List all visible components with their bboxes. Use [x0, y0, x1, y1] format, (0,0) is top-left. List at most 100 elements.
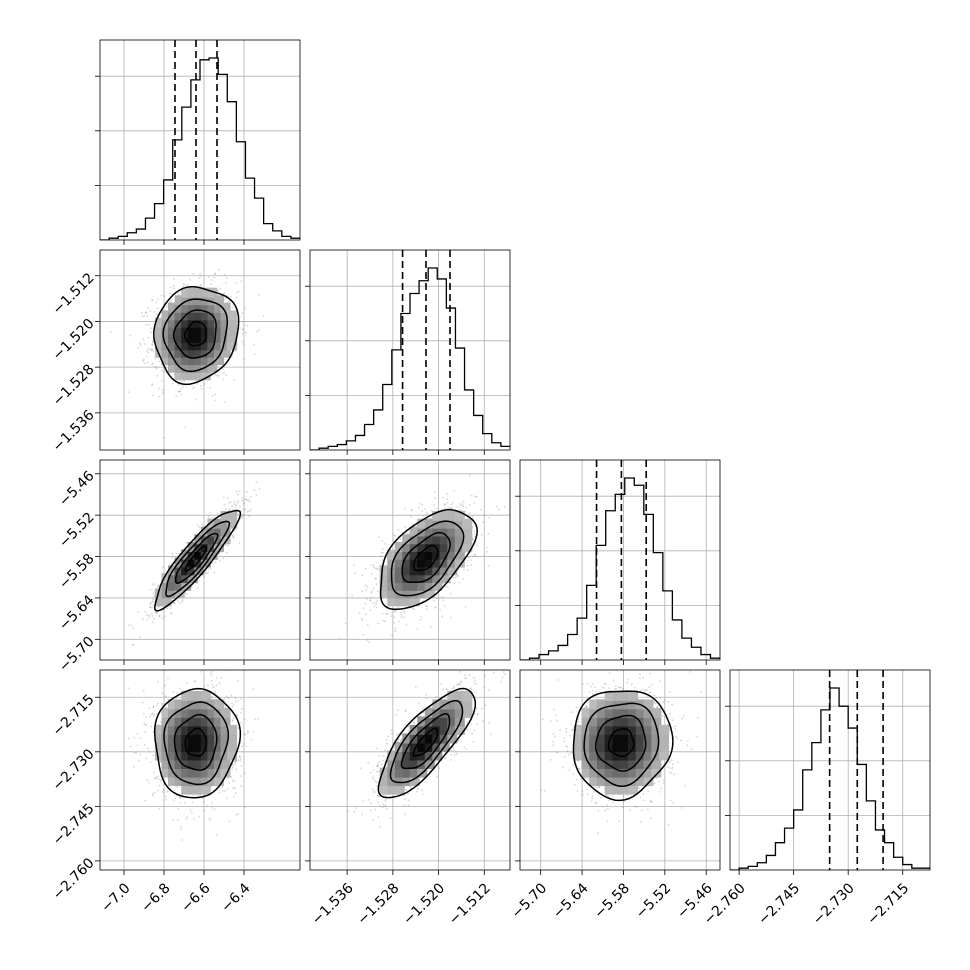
- scatter-point: [213, 276, 215, 279]
- density-cell: [187, 565, 198, 576]
- scatter-point: [145, 311, 148, 314]
- scatter-point: [211, 696, 214, 699]
- density-cell: [409, 534, 420, 545]
- density-cell: [187, 310, 198, 321]
- scatter-point: [142, 618, 144, 621]
- scatter-point: [153, 365, 156, 368]
- density-cell: [379, 580, 390, 591]
- density-cell: [168, 340, 178, 351]
- scatter-point: [170, 286, 173, 289]
- scatter-point: [239, 505, 241, 508]
- scatter-point: [480, 508, 482, 511]
- scatter-point: [155, 365, 158, 368]
- scatter-point: [180, 393, 183, 396]
- density-cell: [181, 287, 192, 298]
- scatter-point: [139, 342, 141, 345]
- scatter-point: [158, 395, 161, 398]
- density-cell: [207, 347, 218, 358]
- scatter-point: [214, 561, 217, 564]
- scatter-point: [446, 492, 449, 495]
- contour-level-3: [153, 285, 240, 386]
- scatter-point: [370, 592, 373, 594]
- scatter-point: [223, 274, 226, 276]
- density-cell: [454, 549, 465, 560]
- contour-level-2: [162, 298, 229, 373]
- density-cell: [409, 573, 420, 583]
- scatter-point: [191, 811, 193, 814]
- scatter-point: [241, 333, 244, 336]
- density-cell: [174, 310, 185, 321]
- scatter-point: [424, 508, 426, 510]
- scatter-point: [372, 587, 375, 590]
- scatter-point: [129, 334, 132, 337]
- scatter-point: [174, 797, 177, 800]
- scatter-point: [364, 584, 367, 587]
- scatter-point: [153, 618, 156, 620]
- scatter-point: [217, 268, 220, 271]
- scatter-point: [211, 394, 214, 397]
- scatter-point: [242, 328, 245, 330]
- scatter-point: [230, 295, 232, 298]
- scatter-point: [404, 526, 407, 529]
- density-cell: [417, 580, 428, 591]
- scatter-point: [170, 612, 173, 615]
- scatter-point: [150, 348, 152, 351]
- density-cell: [432, 580, 443, 591]
- scatter-point: [417, 506, 420, 509]
- scatter-point: [222, 790, 224, 792]
- density-cell: [187, 295, 198, 306]
- scatter-point: [152, 604, 155, 607]
- scatter-point: [375, 583, 378, 586]
- scatter-point: [181, 548, 184, 550]
- scatter-point: [393, 610, 396, 613]
- scatter-point: [468, 504, 471, 506]
- scatter-point: [467, 559, 469, 562]
- scatter-point: [156, 611, 159, 613]
- scatter-point: [416, 628, 419, 630]
- scatter-point: [178, 601, 181, 604]
- scatter-point: [486, 550, 489, 553]
- scatter-point: [246, 510, 249, 513]
- scatter-point: [219, 560, 221, 562]
- scatter-point: [153, 311, 156, 313]
- scatter-point: [394, 627, 397, 630]
- scatter-point: [147, 337, 150, 339]
- scatter-point: [365, 589, 367, 591]
- density-cell: [220, 340, 231, 351]
- density-cell: [409, 549, 420, 560]
- scatter-point: [395, 610, 397, 613]
- scatter-point: [238, 290, 240, 293]
- scatter-point: [151, 344, 154, 347]
- scatter-point: [211, 670, 214, 673]
- scatter-point: [204, 572, 207, 575]
- scatter-point: [199, 272, 202, 275]
- scatter-point: [435, 597, 438, 600]
- scatter-point: [353, 564, 355, 567]
- density-cell: [174, 302, 185, 313]
- scatter-point: [472, 539, 474, 541]
- density-cell: [432, 573, 443, 583]
- scatter-point: [241, 328, 244, 331]
- density-cell: [424, 526, 435, 537]
- density-cell: [194, 325, 205, 336]
- scatter-point: [361, 574, 364, 577]
- scatter-point: [234, 503, 237, 506]
- scatter-point: [151, 363, 154, 366]
- density-cell: [394, 542, 405, 552]
- density-cell: [387, 596, 398, 607]
- density-cell: [200, 302, 211, 313]
- density-cell: [194, 347, 205, 358]
- scatter-point: [225, 508, 228, 510]
- scatter-point: [222, 557, 225, 560]
- y-tick-label: −5.70: [56, 634, 98, 676]
- density-cell: [439, 510, 450, 521]
- scatter-point: [241, 516, 243, 519]
- density-cell: [439, 565, 450, 576]
- density-cell: [432, 557, 443, 568]
- scatter-point: [149, 606, 152, 609]
- scatter-point: [166, 607, 168, 610]
- scatter-point: [228, 509, 231, 512]
- scatter-point: [192, 387, 195, 390]
- scatter-point: [366, 586, 369, 588]
- scatter-point: [381, 612, 384, 615]
